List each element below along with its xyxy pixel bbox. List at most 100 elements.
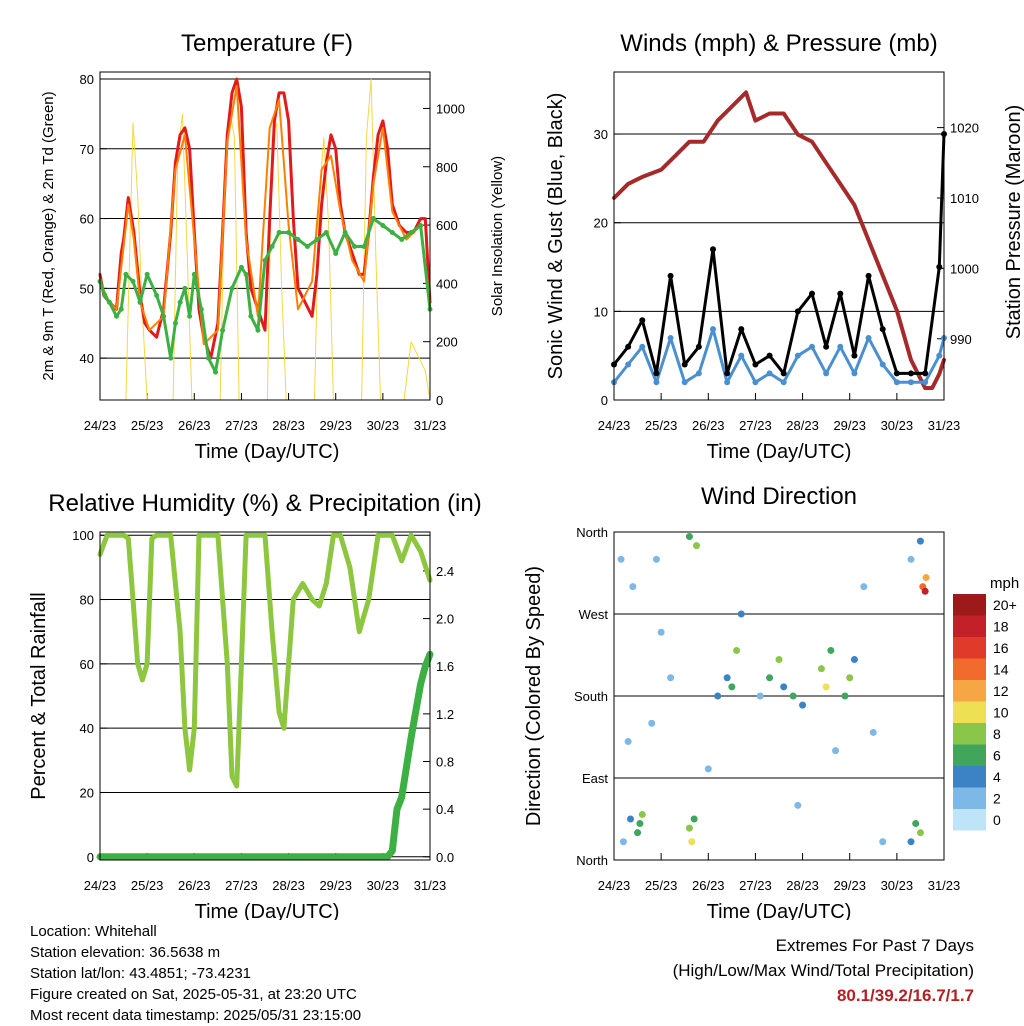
- y-tick-label-1: 50: [80, 281, 94, 296]
- point-dewpoint_2m-36: [352, 243, 358, 249]
- point-wind-7: [710, 326, 716, 333]
- figure-created: Figure created on Sat, 2025-05-31, at 23…: [30, 986, 357, 1003]
- point-gust-9: [738, 326, 745, 333]
- latest-timestamp: Most recent data timestamp: 2025/05/31 2…: [30, 1007, 362, 1024]
- series-pressure: [612, 90, 946, 390]
- point-dewpoint_2m-30: [295, 236, 301, 242]
- point-dewpoint_2m-5: [123, 271, 129, 277]
- point-gust-1: [625, 343, 632, 350]
- station-location: Location: Whitehall: [30, 923, 157, 940]
- point-gust-3: [653, 370, 660, 377]
- point-wind-16: [837, 343, 844, 350]
- direction-point-21: [756, 692, 764, 700]
- x-tick-label-3: 27/23: [225, 418, 258, 433]
- point-wind-21: [908, 379, 914, 386]
- y2-tick-label-2: 400: [436, 276, 458, 291]
- point-dewpoint_2m-43: [418, 223, 424, 229]
- point-dewpoint_2m-7: [137, 299, 143, 305]
- speed-legend-swatch-9: [953, 787, 986, 809]
- y-tick-label-0: 40: [80, 351, 94, 366]
- point-dewpoint_2m-18: [205, 355, 211, 361]
- point-gust-12: [780, 370, 787, 377]
- point-wind-15: [823, 370, 830, 377]
- direction-point-5: [648, 719, 656, 727]
- x-tick-label-1: 25/23: [645, 878, 678, 893]
- point-dewpoint_2m-10: [161, 313, 167, 319]
- speed-legend-label-9: 2: [993, 791, 1001, 807]
- point-dewpoint_2m-31: [304, 243, 310, 249]
- direction-point-32: [850, 656, 858, 664]
- direction-point-4: [636, 820, 644, 828]
- point-wind-8: [724, 379, 731, 386]
- direction-point-36: [907, 838, 915, 846]
- direction-point-37: [912, 820, 920, 828]
- point-dewpoint_2m-3: [114, 313, 119, 319]
- point-dewpoint_2m-9: [154, 292, 160, 298]
- speed-legend-label-7: 6: [993, 748, 1001, 764]
- point-dewpoint_2m-26: [262, 257, 268, 263]
- point-gust-13: [794, 308, 801, 315]
- y2-tick-label-1: 0.4: [436, 802, 454, 817]
- station-latlon: Station lat/lon: 43.4851; -73.4231: [30, 965, 252, 982]
- direction-point-44: [704, 765, 712, 773]
- x-tick-label-4: 28/23: [272, 878, 305, 893]
- point-dewpoint_2m-40: [389, 230, 395, 236]
- x-tick-label-0: 24/23: [598, 878, 631, 893]
- point-dewpoint_2m-41: [399, 236, 405, 242]
- y-tick-label-2: 40: [80, 721, 94, 736]
- point-dewpoint_2m-14: [182, 285, 188, 291]
- point-wind-18: [865, 334, 872, 341]
- point-gust-10: [752, 361, 759, 368]
- point-dewpoint_2m-25: [255, 327, 261, 333]
- point-dewpoint_2m-8: [144, 271, 150, 277]
- x-tick-label-0: 24/23: [84, 418, 117, 433]
- temperature-y2-label: Solar Insolation (Yellow): [489, 156, 506, 316]
- y-tick-label-3: 70: [80, 142, 94, 157]
- y2-tick-label-5: 2.0: [436, 612, 454, 627]
- direction-point-17: [723, 674, 731, 682]
- point-dewpoint_2m-1: [102, 292, 108, 298]
- point-wind-20: [893, 379, 900, 386]
- direction-point-6: [624, 738, 632, 746]
- point-wind-10: [752, 379, 759, 386]
- direction-point-7: [617, 555, 625, 563]
- speed-legend-label-10: 0: [993, 812, 1001, 828]
- plot-frame: [99, 71, 431, 401]
- wind-direction-y-label: Direction (Colored By Speed): [523, 566, 545, 826]
- direction-point-45: [794, 801, 802, 809]
- direction-point-1: [627, 815, 634, 823]
- humidity-chart-title: Relative Humidity (%) & Precipitation (i…: [48, 490, 481, 517]
- speed-legend-swatch-2: [953, 637, 986, 659]
- point-dewpoint_2m-15: [187, 313, 193, 319]
- y2-tick-label-3: 600: [436, 218, 458, 233]
- y-tick-label-1: 10: [594, 304, 608, 319]
- point-dewpoint_2m-29: [286, 230, 292, 236]
- y-tick-label-4: North: [576, 525, 608, 540]
- humidity-x-label: Time (Day/UTC): [195, 901, 340, 920]
- direction-point-14: [693, 542, 700, 550]
- y2-tick-label-0: 0.0: [436, 850, 454, 865]
- direction-point-8: [629, 583, 637, 591]
- point-gust-22: [922, 370, 929, 377]
- direction-point-43: [922, 574, 930, 582]
- x-tick-label-7: 31/23: [414, 878, 447, 893]
- y-tick-label-2: 20: [594, 216, 608, 231]
- x-tick-label-6: 30/23: [367, 878, 400, 893]
- point-gust-23: [936, 264, 943, 271]
- direction-point-35: [879, 838, 887, 846]
- x-tick-label-5: 29/23: [833, 418, 866, 433]
- point-dewpoint_2m-23: [243, 271, 249, 277]
- x-tick-label-4: 28/23: [786, 418, 819, 433]
- direction-point-23: [775, 656, 783, 664]
- speed-legend-label-2: 16: [993, 640, 1009, 656]
- direction-point-47: [652, 555, 660, 563]
- x-tick-label-7: 31/23: [414, 418, 447, 433]
- direction-point-18: [728, 683, 736, 691]
- y-tick-label-2: 60: [80, 212, 94, 227]
- x-tick-label-3: 27/23: [739, 878, 772, 893]
- speed-legend-label-0: 20+: [993, 597, 1017, 613]
- point-dewpoint_2m-6: [130, 278, 136, 284]
- speed-legend-swatch-10: [953, 809, 986, 831]
- speed-legend-swatch-7: [953, 744, 986, 766]
- plot-frame: [613, 531, 945, 861]
